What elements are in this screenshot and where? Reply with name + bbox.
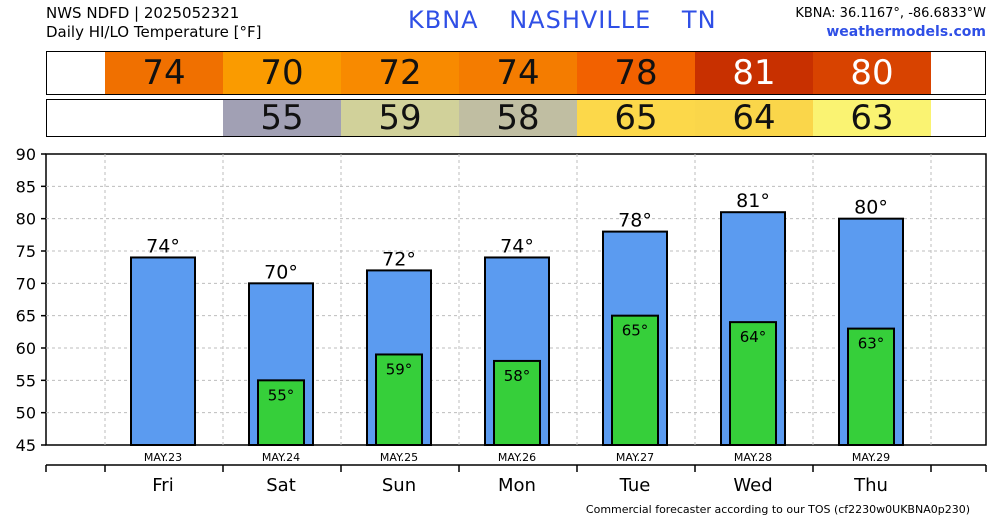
- hi-temp-bar: [838, 217, 904, 446]
- hi-temp-strip: 74 70 72 74 78 81 80: [46, 51, 986, 95]
- lo-temp-label: 63°: [858, 335, 885, 353]
- lo-temp-label: 59°: [386, 360, 413, 378]
- hi-strip-cell: 81: [695, 52, 813, 94]
- hi-temp-label: 72°: [382, 248, 416, 270]
- hi-temp-label: 81°: [736, 190, 770, 212]
- day-label: Fri: [152, 475, 173, 496]
- date-label: MAY.29: [852, 451, 890, 464]
- lo-strip-cell: 58: [459, 98, 577, 138]
- date-label: MAY.23: [144, 451, 182, 464]
- y-tick-label: 80: [16, 210, 36, 229]
- location-title: KBNA NASHVILLE TN: [408, 6, 739, 34]
- product-subtitle: Daily HI/LO Temperature [°F]: [46, 23, 262, 41]
- day-label: Sat: [266, 475, 296, 496]
- lo-temp-bar: [729, 321, 777, 446]
- lo-temp-label: 55°: [268, 386, 295, 404]
- date-label: MAY.28: [734, 451, 772, 464]
- hi-temp-bar: [720, 211, 786, 446]
- date-label: MAY.25: [380, 451, 418, 464]
- header-right: KBNA: 36.1167°, -86.6833°W weathermodels…: [795, 5, 986, 41]
- hi-strip-cell: 72: [341, 52, 459, 94]
- day-label: Sun: [382, 475, 416, 496]
- hi-temp-bar: [366, 269, 432, 446]
- lo-temp-label: 65°: [622, 322, 649, 340]
- hi-strip-cell: 80: [813, 52, 931, 94]
- lo-temp-bar: [375, 353, 423, 447]
- hi-strip-cell: 74: [459, 52, 577, 94]
- site-link[interactable]: weathermodels.com: [826, 24, 986, 40]
- station-coords: KBNA: 36.1167°, -86.6833°W: [795, 6, 986, 21]
- footer-note: Commercial forecaster according to our T…: [585, 503, 970, 516]
- lo-strip-cell: 64: [695, 98, 813, 138]
- y-tick-label: 65: [16, 307, 36, 326]
- lo-temp-bar: [611, 314, 659, 446]
- hi-temp-bar: [602, 230, 668, 446]
- y-tick-label: 50: [16, 404, 36, 423]
- hi-temp-bar: [484, 256, 550, 447]
- lo-temp-bar: [257, 379, 305, 447]
- y-tick-label: 85: [16, 177, 36, 196]
- hi-strip-cell: 70: [223, 52, 341, 94]
- date-label: MAY.26: [498, 451, 536, 464]
- lo-temp-bar: [847, 327, 895, 447]
- lo-strip-cell: 65: [577, 98, 695, 138]
- hi-temp-label: 74°: [146, 235, 180, 257]
- hi-strip-cell: 78: [577, 52, 695, 94]
- y-tick-label: 55: [16, 371, 36, 390]
- date-label: MAY.27: [616, 451, 654, 464]
- day-label: Mon: [498, 475, 536, 496]
- city-name: NASHVILLE: [509, 6, 652, 34]
- day-label: Tue: [619, 475, 651, 496]
- state-name: TN: [681, 6, 717, 34]
- hi-strip-cell: 74: [105, 52, 223, 94]
- hi-temp-label: 80°: [854, 197, 888, 219]
- lo-strip-cell: 55: [223, 98, 341, 138]
- hi-temp-bar: [130, 256, 196, 447]
- lo-temp-label: 64°: [740, 328, 767, 346]
- lo-strip-cell: 63: [813, 98, 931, 138]
- day-label: Wed: [733, 475, 772, 496]
- hi-temp-label: 74°: [500, 235, 534, 257]
- y-tick-label: 70: [16, 274, 36, 293]
- y-tick-label: 60: [16, 339, 36, 358]
- lo-temp-bar: [493, 359, 541, 446]
- hi-temp-bar: [248, 282, 314, 447]
- lo-temp-strip: 55 59 58 65 64 63: [46, 98, 986, 138]
- hi-temp-label: 78°: [618, 210, 652, 232]
- product-title: NWS NDFD | 2025052321: [46, 4, 240, 22]
- plot-area: [45, 153, 987, 446]
- hi-temp-label: 70°: [264, 261, 298, 283]
- header-left: NWS NDFD | 2025052321 Daily HI/LO Temper…: [46, 4, 262, 42]
- y-tick-label: 45: [16, 436, 36, 455]
- y-tick-label: 75: [16, 242, 36, 261]
- y-tick-label: 90: [16, 145, 36, 164]
- day-label: Thu: [853, 475, 888, 496]
- station-id: KBNA: [408, 6, 479, 34]
- lo-temp-label: 58°: [504, 367, 531, 385]
- lo-strip-cell: 59: [341, 98, 459, 138]
- date-label: MAY.24: [262, 451, 300, 464]
